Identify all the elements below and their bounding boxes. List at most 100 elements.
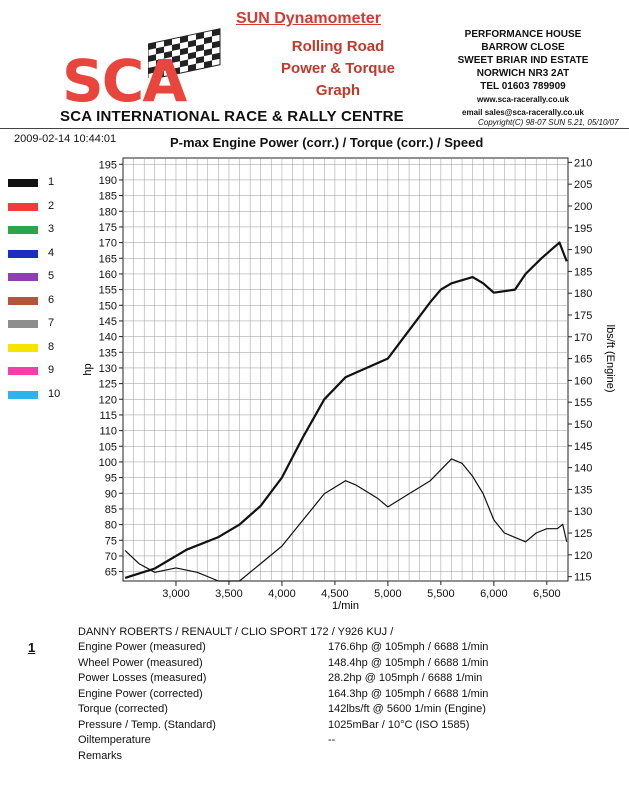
legend-label: 10	[48, 387, 61, 400]
report-row-value: 148.4hp @ 105mph / 6688 1/min	[328, 656, 489, 669]
sun-dynamometer-title: SUN Dynamometer	[236, 10, 381, 27]
y-tick-label: 195	[99, 159, 117, 171]
report-row-label: Pressure / Temp. (Standard)	[78, 718, 216, 731]
y2-tick-label: 135	[574, 484, 592, 496]
legend-swatch	[8, 343, 38, 352]
checkered-flag-icon	[148, 28, 221, 78]
legend-swatch	[8, 296, 38, 305]
report-row-value: --	[328, 734, 336, 746]
y-tick-label: 130	[99, 363, 117, 375]
y-axis-label: hp	[82, 363, 94, 375]
y2-tick-label: 200	[574, 201, 592, 213]
address-email: email sales@sca-racerally.co.uk	[462, 108, 584, 117]
y-tick-label: 155	[99, 285, 117, 297]
sca-logo: SCA	[62, 47, 187, 115]
company-address: PERFORMANCE HOUSE BARROW CLOSE SWEET BRI…	[428, 28, 618, 119]
y-tick-label: 125	[99, 379, 117, 391]
address-line: SWEET BRIAR IND ESTATE	[457, 55, 589, 66]
y-tick-label: 70	[105, 551, 117, 563]
report-row-label: Remarks	[78, 749, 123, 762]
header-divider	[0, 128, 629, 129]
y2-tick-label: 155	[574, 397, 592, 409]
x-tick-label: 3,500	[215, 588, 243, 600]
y2-tick-label: 165	[574, 354, 592, 366]
report-row-label: Oiltemperature	[78, 734, 151, 746]
graph-type-line-2: Power & Torque	[281, 60, 395, 77]
y2-tick-label: 145	[574, 441, 592, 453]
legend-swatch	[8, 273, 38, 281]
y-tick-label: 115	[99, 410, 117, 422]
y-tick-label: 165	[99, 253, 117, 265]
legend-label: 9	[48, 364, 55, 376]
y-tick-label: 120	[99, 394, 117, 406]
x-tick-label: 6,000	[480, 588, 508, 600]
report-row-value: 164.3hp @ 105mph / 6688 1/min	[328, 687, 489, 700]
power-torque-chart: 65 70 75 80 85 90 95 100 105 110 115 120 125 130 135 14…	[82, 157, 616, 610]
company-name: SCA INTERNATIONAL RACE & RALLY CENTRE	[60, 108, 404, 125]
y2-tick-label: 205	[574, 179, 592, 191]
legend-swatch	[8, 320, 38, 328]
x-tick-label: 6,500	[533, 588, 561, 600]
y-tick-label: 140	[99, 332, 117, 344]
y2-tick-label: 175	[574, 310, 592, 322]
legend-swatch	[8, 367, 38, 375]
report-row-label: Engine Power (measured)	[78, 641, 206, 653]
report-run-index: 1	[28, 640, 36, 655]
legend-swatch	[8, 226, 38, 234]
y-tick-label: 145	[99, 316, 117, 328]
y-tick-label: 80	[105, 520, 117, 532]
legend-label: 1	[48, 176, 55, 188]
report-row-label: Engine Power (corrected)	[78, 687, 203, 700]
y-tick-label: 85	[105, 504, 117, 516]
y2-tick-label: 190	[574, 245, 592, 257]
x-tick-label: 3,000	[162, 588, 190, 600]
y-tick-label: 175	[99, 222, 117, 234]
y2-tick-label: 160	[574, 375, 592, 387]
x-axis-label: 1/min	[332, 600, 359, 610]
legend-label: 2	[48, 199, 55, 212]
y-tick-label: 90	[105, 488, 117, 500]
report-vehicle: DANNY ROBERTS / RENAULT / CLIO SPORT 172…	[78, 626, 394, 638]
power-series-line	[124, 241, 568, 579]
legend-swatch	[8, 179, 38, 187]
legend-swatch	[8, 390, 38, 399]
legend-label: 6	[48, 293, 55, 306]
y-tick-label: 180	[99, 206, 117, 218]
address-website: www.sca-racerally.co.uk	[476, 95, 570, 104]
report-row-value: 1025mBar / 10°C (ISO 1585)	[328, 718, 470, 731]
y-tick-label: 75	[105, 535, 117, 547]
copyright-notice: Copyright(C) 98-07 SUN 5.21, 05/10/07	[478, 118, 619, 127]
legend-swatch	[8, 249, 38, 258]
chart-title: P-max Engine Power (corr.) / Torque (cor…	[170, 135, 484, 150]
y2-tick-label: 185	[574, 266, 592, 278]
graph-type-line-3: Graph	[315, 82, 361, 99]
y2-tick-label: 130	[574, 506, 592, 518]
y-tick-label: 95	[105, 473, 117, 485]
report-row-value: 28.2hp @ 105mph / 6688 1/min	[328, 672, 483, 684]
y-tick-label: 105	[99, 441, 117, 453]
x-tick-label: 4,500	[321, 588, 349, 600]
y2-tick-label: 210	[574, 157, 592, 169]
y2-tick-label: 115	[574, 572, 592, 584]
y2-tick-label: 170	[574, 332, 592, 344]
address-line: BARROW CLOSE	[481, 42, 565, 53]
y2-tick-label: 120	[574, 550, 592, 562]
y2-tick-label: 140	[574, 463, 592, 475]
y2-tick-label: 125	[574, 528, 592, 540]
address-line: PERFORMANCE HOUSE	[464, 29, 582, 40]
torque-series-line	[124, 458, 568, 582]
y-tick-label: 190	[99, 175, 117, 187]
y-tick-label: 185	[99, 191, 117, 203]
legend-swatch	[8, 202, 38, 211]
report-row-label: Power Losses (measured)	[78, 672, 207, 684]
report-row-label: Torque (corrected)	[78, 703, 168, 715]
y-tick-label: 135	[99, 347, 117, 359]
y2-axis-label: lbs/ft (Engine)	[604, 325, 616, 393]
y-tick-label: 65	[105, 567, 117, 579]
report-row-value: 142lbs/ft @ 5600 1/min (Engine)	[328, 703, 486, 715]
legend-label: 7	[48, 317, 55, 329]
y-tick-label: 160	[99, 269, 117, 281]
y2-tick-label: 180	[574, 288, 592, 300]
legend-label: 4	[48, 246, 55, 259]
y2-tick-label: 150	[574, 419, 592, 431]
